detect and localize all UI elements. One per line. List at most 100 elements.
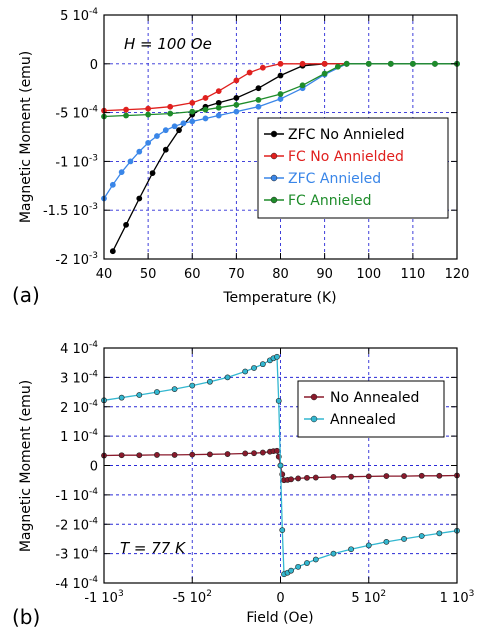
b-series-1-point: [277, 462, 284, 469]
b-ytick-label: 3 10-4: [60, 369, 98, 386]
b-series-1-point: [418, 533, 425, 539]
a-xtick-label: 80: [272, 267, 289, 282]
b-panel-label: (b): [12, 605, 40, 629]
b-series-1-point: [242, 368, 249, 375]
b-series-1-point: [259, 361, 266, 368]
b-series-0-point: [154, 452, 160, 458]
a-series-2-point: [171, 123, 178, 130]
a-tick-labels: 40 50 60 70 80 90 100 110 120 5 10-4 0 -5 10-4 -1 10…: [43, 7, 469, 282]
a-ytick-label: 0: [90, 58, 98, 73]
a-ytick-label: -5 10-4: [55, 105, 98, 122]
b-ytick-label: 1 10-4: [60, 428, 98, 445]
a-series-0-point: [123, 221, 129, 228]
b-series-0-point: [171, 452, 178, 458]
b-ytick-label: -2 10-4: [55, 516, 98, 533]
b-series-0-point: [418, 472, 425, 479]
a-series-2-point: [180, 120, 187, 127]
a-series-1-point: [167, 103, 174, 110]
a-series-1-point: [123, 106, 129, 113]
a-legend-label-2: ZFC Annieled: [288, 171, 381, 187]
b-series-0-point: [224, 451, 231, 457]
a-series-3-point: [321, 70, 328, 77]
a-series-2-point: [154, 133, 160, 139]
a-series-1-point: [202, 95, 209, 101]
b-series-1-point: [279, 527, 286, 534]
a-series-2-point: [127, 158, 134, 165]
a-series-0-point: [255, 85, 262, 92]
b-legend: No Annealed Annealed: [297, 380, 445, 438]
a-series-0-point: [176, 127, 182, 134]
b-series-1-point: [348, 546, 354, 553]
a-series-2-point: [118, 169, 125, 176]
a-series-2-point: [109, 181, 116, 188]
a-legend-marker-0: [270, 130, 278, 138]
a-series-3-point: [409, 60, 416, 67]
b-series-0-point: [304, 474, 310, 481]
a-ticks: [103, 14, 458, 260]
a-series-3-point: [432, 60, 438, 67]
a-ytick-label: 5 10-4: [60, 7, 98, 24]
a-series-0-point: [215, 99, 222, 106]
a-series-3-point: [299, 82, 306, 89]
b-series-1-point: [274, 353, 280, 360]
a-annotation: H = 100 Oe: [124, 35, 212, 53]
a-series-3-point: [233, 101, 240, 108]
a-series-3-point: [145, 111, 152, 118]
b-ytick-label: -3 10-4: [55, 546, 98, 563]
a-series-group: [101, 60, 460, 255]
a-series-0-point: [277, 72, 284, 79]
a-series-3-point: [167, 110, 174, 117]
a-series-3-point: [343, 60, 350, 67]
b-series-0-point: [189, 451, 196, 458]
b-series-1-point: [136, 392, 143, 398]
b-series-1-point: [295, 563, 302, 570]
a-series-2-point: [189, 118, 196, 125]
b-ylabel: Magnetic Moment (emu): [18, 380, 34, 552]
a-series-3-point: [365, 60, 372, 67]
a-series-2-point: [233, 108, 240, 115]
b-series-0-point: [206, 451, 213, 458]
b-series-0-point: [330, 474, 337, 480]
b-series-0-point: [259, 449, 266, 456]
a-series-2-point: [162, 127, 169, 134]
b-series-1-point: [206, 378, 213, 385]
a-series-3-point: [334, 63, 341, 70]
b-series-1-point: [401, 536, 407, 542]
a-series-1-point: [233, 77, 240, 84]
b-series-1-point: [275, 397, 282, 404]
b-series-group: [101, 353, 460, 578]
a-ytick-label: -2 10-3: [55, 251, 98, 268]
b-xtick-label: 0: [276, 591, 284, 606]
b-series-0-point: [251, 450, 257, 457]
b-legend-marker-0: [310, 393, 318, 401]
a-xtick-label: 110: [400, 267, 425, 282]
b-ticks: [103, 347, 458, 584]
a-series-3-point: [277, 91, 284, 97]
a-series-2-point: [215, 112, 222, 119]
a-legend: ZFC No Annieled FC No Annielded ZFC Anniel…: [257, 117, 449, 219]
a-series-1-point: [259, 64, 266, 71]
a-xtick-label: 120: [445, 267, 470, 282]
b-legend-marker-1: [310, 415, 318, 423]
a-xtick-label: 40: [96, 267, 113, 282]
a-xtick-label: 60: [184, 267, 201, 282]
a-ytick-label: -1.5 10-3: [43, 202, 98, 219]
a-xtick-label: 70: [228, 267, 245, 282]
b-series-1-point: [383, 538, 390, 545]
a-series-1-point: [145, 105, 152, 112]
b-series-0-point: [295, 475, 302, 482]
b-annotation: T = 77 K: [120, 539, 186, 557]
b-tick-labels: -1 103 -5 102 0 5 102 1 103 4 10-4 3 10-4 2 10-…: [55, 340, 474, 606]
a-series-0-point: [149, 170, 156, 177]
b-ytick-label: 0: [90, 460, 98, 475]
a-legend-marker-3: [270, 196, 278, 204]
b-series-1-point: [288, 567, 294, 574]
b-legend-label-0: No Annealed: [330, 390, 419, 406]
a-series-3-point: [255, 97, 262, 103]
a-legend-marker-1: [270, 152, 278, 160]
b-series-1-point: [304, 560, 310, 566]
a-series-1-point: [321, 60, 328, 67]
b-series-0-point: [242, 450, 249, 457]
b-series-1-point: [171, 386, 178, 393]
a-series-1-point: [299, 60, 306, 67]
